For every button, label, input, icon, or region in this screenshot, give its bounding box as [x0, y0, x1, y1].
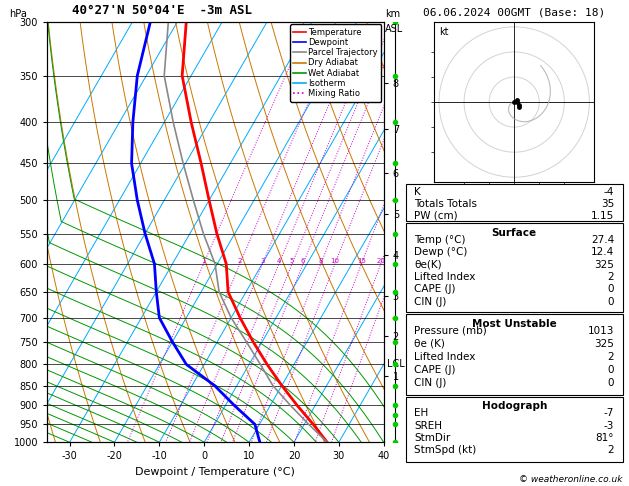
- Text: 0: 0: [608, 365, 614, 375]
- Text: Lifted Index: Lifted Index: [415, 272, 476, 282]
- Text: θe (K): θe (K): [415, 339, 445, 349]
- Text: CAPE (J): CAPE (J): [415, 284, 456, 295]
- Text: 2: 2: [608, 445, 614, 455]
- Text: Hodograph: Hodograph: [482, 400, 547, 411]
- Text: Temp (°C): Temp (°C): [415, 235, 466, 245]
- Text: 35: 35: [601, 199, 614, 209]
- Text: 2: 2: [238, 258, 242, 264]
- Point: [514, 101, 524, 108]
- Text: 40°27'N 50°04'E  -3m ASL: 40°27'N 50°04'E -3m ASL: [72, 4, 252, 17]
- Text: Surface: Surface: [492, 228, 537, 238]
- Text: hPa: hPa: [9, 9, 27, 19]
- Text: CIN (J): CIN (J): [415, 378, 447, 388]
- Text: PW (cm): PW (cm): [415, 211, 458, 221]
- Y-axis label: Mixing Ratio (g/kg): Mixing Ratio (g/kg): [445, 186, 455, 278]
- Text: 0: 0: [608, 284, 614, 295]
- Text: StmSpd (kt): StmSpd (kt): [415, 445, 477, 455]
- Text: Lifted Index: Lifted Index: [415, 352, 476, 362]
- Text: 12.4: 12.4: [591, 247, 614, 258]
- Text: 27.4: 27.4: [591, 235, 614, 245]
- Text: 81°: 81°: [596, 433, 614, 443]
- Text: 6: 6: [301, 258, 305, 264]
- Text: 325: 325: [594, 339, 614, 349]
- Text: © weatheronline.co.uk: © weatheronline.co.uk: [519, 474, 623, 484]
- Text: 1.15: 1.15: [591, 211, 614, 221]
- Text: 06.06.2024 00GMT (Base: 18): 06.06.2024 00GMT (Base: 18): [423, 7, 605, 17]
- Text: kt: kt: [439, 27, 448, 36]
- Text: 1: 1: [201, 258, 206, 264]
- Text: K: K: [415, 188, 421, 197]
- Text: 4: 4: [277, 258, 281, 264]
- Point: [511, 96, 521, 104]
- Text: 5: 5: [290, 258, 294, 264]
- Point: [509, 98, 520, 106]
- Text: EH: EH: [415, 408, 428, 418]
- Legend: Temperature, Dewpoint, Parcel Trajectory, Dry Adiabat, Wet Adiabat, Isotherm, Mi: Temperature, Dewpoint, Parcel Trajectory…: [290, 24, 381, 102]
- Text: SREH: SREH: [415, 421, 442, 431]
- Text: -3: -3: [604, 421, 614, 431]
- Text: -4: -4: [604, 188, 614, 197]
- Text: Totals Totals: Totals Totals: [415, 199, 477, 209]
- Point: [514, 103, 524, 111]
- Text: 325: 325: [594, 260, 614, 270]
- Text: 2: 2: [608, 272, 614, 282]
- Text: 15: 15: [357, 258, 366, 264]
- Text: CIN (J): CIN (J): [415, 296, 447, 307]
- Text: 8: 8: [318, 258, 323, 264]
- Text: km: km: [385, 9, 400, 19]
- Text: 0: 0: [608, 378, 614, 388]
- Text: 20: 20: [376, 258, 385, 264]
- Text: CAPE (J): CAPE (J): [415, 365, 456, 375]
- Text: -7: -7: [604, 408, 614, 418]
- Text: 10: 10: [330, 258, 340, 264]
- Text: 2: 2: [608, 352, 614, 362]
- Point: [511, 98, 521, 106]
- Text: 3: 3: [260, 258, 265, 264]
- Text: Dewp (°C): Dewp (°C): [415, 247, 468, 258]
- Text: Pressure (mb): Pressure (mb): [415, 326, 487, 336]
- X-axis label: Dewpoint / Temperature (°C): Dewpoint / Temperature (°C): [135, 467, 296, 477]
- Text: θe(K): θe(K): [415, 260, 442, 270]
- Text: ASL: ASL: [385, 24, 403, 34]
- Text: StmDir: StmDir: [415, 433, 450, 443]
- Text: 1013: 1013: [587, 326, 614, 336]
- Text: Most Unstable: Most Unstable: [472, 319, 557, 329]
- Text: LCL: LCL: [387, 359, 405, 369]
- Text: 0: 0: [608, 296, 614, 307]
